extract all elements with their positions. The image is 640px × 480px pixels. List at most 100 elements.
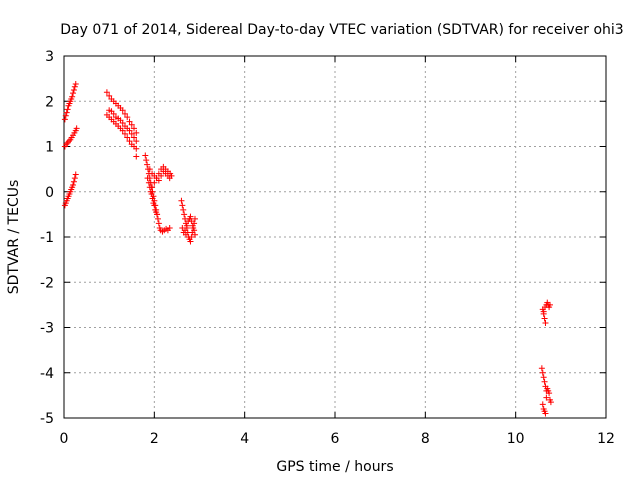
data-point (149, 195, 156, 202)
data-point (71, 83, 78, 90)
data-point (543, 394, 550, 401)
data-point (541, 315, 548, 322)
data-point (126, 118, 133, 125)
data-point (191, 231, 198, 238)
data-point (191, 215, 198, 222)
data-point (540, 374, 547, 381)
data-point (70, 86, 77, 93)
data-point (106, 92, 113, 99)
grid (64, 56, 606, 418)
data-point (64, 106, 71, 113)
data-point (133, 138, 140, 145)
data-point (144, 161, 151, 168)
x-tick-label: 6 (331, 431, 340, 447)
data-point (103, 89, 110, 96)
data-point (70, 181, 77, 188)
data-point (154, 215, 161, 222)
data-point (542, 319, 549, 326)
y-tick-label: -3 (40, 321, 54, 337)
data-point (166, 224, 173, 231)
data-point (148, 191, 155, 198)
data-point (121, 110, 128, 117)
data-point (540, 308, 547, 315)
data-point (70, 178, 77, 185)
x-tick-label: 0 (60, 431, 69, 447)
data-point (166, 175, 173, 182)
data-point (542, 410, 549, 417)
data-point (187, 238, 194, 245)
data-point (158, 172, 165, 179)
data-point (63, 141, 70, 148)
chart-title: Day 071 of 2014, Sidereal Day-to-day VTE… (60, 22, 623, 38)
data-point (119, 127, 126, 134)
data-point (189, 222, 196, 229)
data-point (63, 109, 70, 116)
data-point (182, 231, 189, 238)
data-point (131, 134, 138, 141)
data-point (151, 202, 158, 209)
data-point (110, 110, 117, 117)
data-point (131, 125, 138, 132)
data-point (71, 175, 78, 182)
data-point (180, 206, 187, 213)
data-point (128, 130, 135, 137)
x-tick-label: 10 (507, 431, 525, 447)
data-point (181, 211, 188, 218)
data-point (62, 112, 69, 119)
data-point (126, 127, 133, 134)
data-point (142, 152, 149, 159)
data-point (146, 166, 153, 173)
data-point (183, 222, 190, 229)
data-point (72, 81, 79, 88)
data-point (119, 119, 126, 126)
y-tick-label: -5 (40, 411, 54, 427)
data-point (155, 220, 162, 227)
data-point (128, 121, 135, 128)
x-tick-label: 12 (597, 431, 615, 447)
data-point (179, 202, 186, 209)
data-point (69, 93, 76, 100)
y-tick-label: 3 (45, 49, 54, 65)
data-point (149, 184, 156, 191)
data-point (126, 138, 133, 145)
data-point (188, 234, 195, 240)
data-point (73, 125, 80, 132)
data-point (151, 179, 158, 186)
data-point (65, 138, 72, 145)
data-point (546, 390, 553, 397)
x-axis-label: GPS time / hours (276, 459, 393, 475)
data-point (539, 401, 546, 408)
data-point (133, 153, 140, 160)
data-point (154, 211, 161, 218)
y-tick-label: 1 (45, 140, 54, 156)
x-tick-label: 2 (150, 431, 159, 447)
data-point (124, 114, 131, 121)
y-axis-label: SDTVAR / TECUs (6, 180, 22, 295)
y-tick-label: -1 (40, 230, 54, 246)
x-tick-label: 8 (421, 431, 430, 447)
data-point (119, 107, 126, 114)
data-point (187, 213, 194, 220)
data-point (124, 134, 131, 141)
data-point (547, 399, 554, 406)
data-point (182, 227, 189, 234)
data-point (133, 145, 140, 152)
y-tick-label: -2 (40, 275, 54, 291)
y-tick-label: -4 (40, 366, 54, 382)
data-point (70, 90, 77, 97)
data-point (546, 301, 553, 308)
data-point (191, 227, 198, 234)
data-points (61, 81, 554, 417)
data-point (145, 179, 152, 186)
data-point (538, 365, 545, 372)
data-point (121, 130, 128, 137)
data-point (155, 177, 162, 184)
data-point (144, 175, 151, 182)
data-point (61, 116, 68, 123)
data-point (188, 218, 195, 225)
data-point (541, 378, 548, 385)
data-point (133, 129, 140, 136)
y-tick-label: 0 (45, 185, 54, 201)
